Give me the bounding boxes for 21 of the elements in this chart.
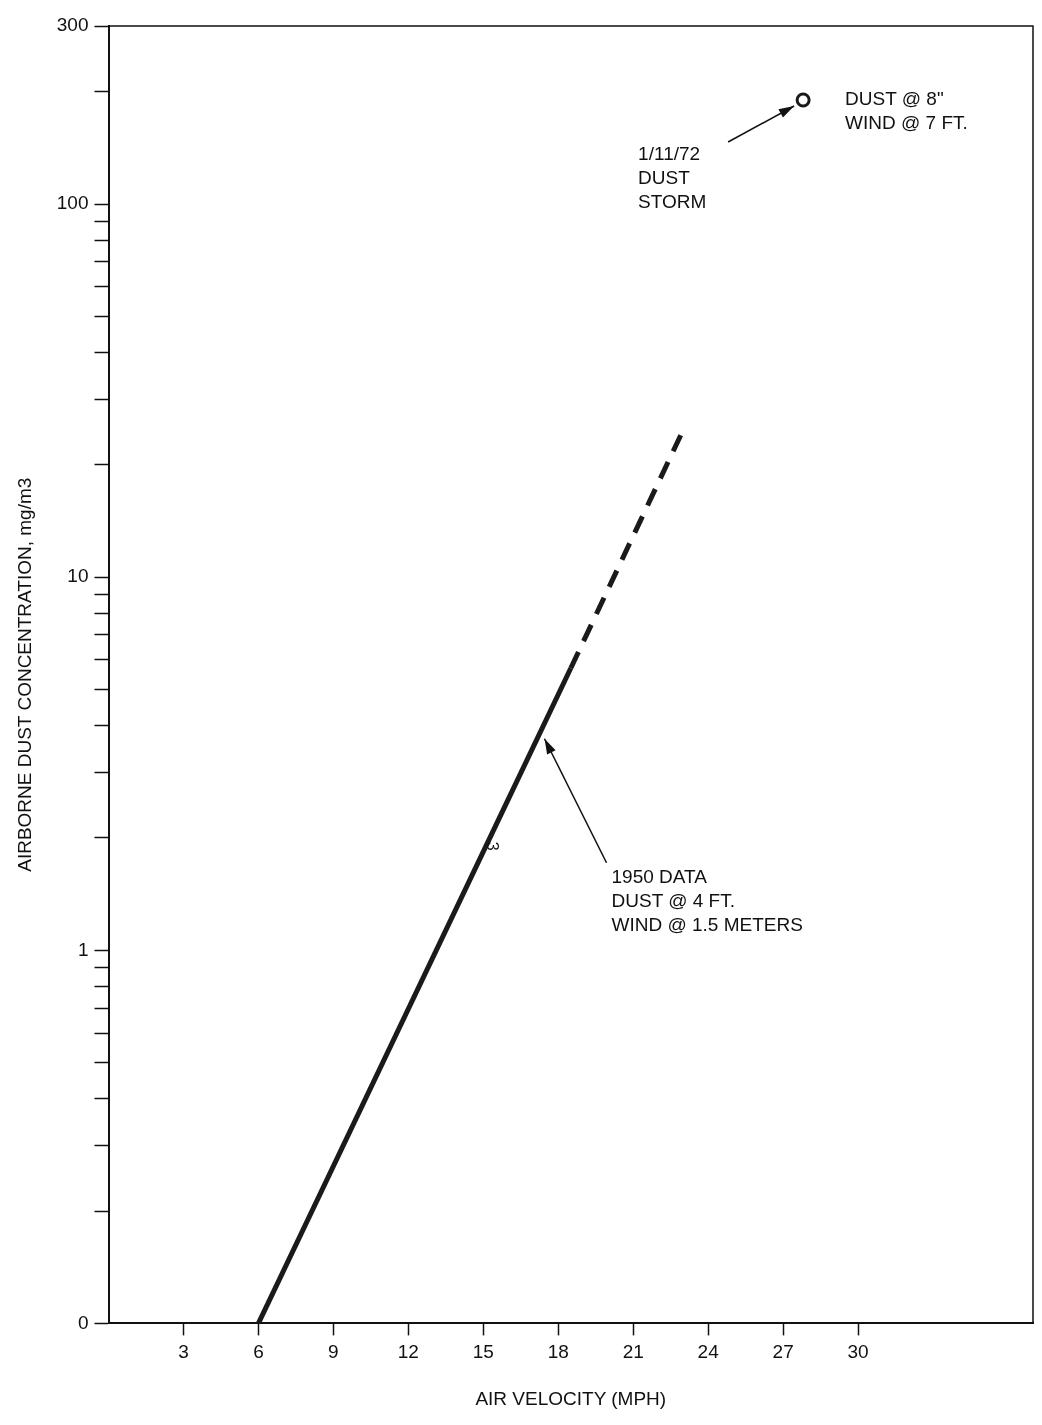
x-tick-label: 3 <box>178 1341 189 1363</box>
annotation: 3 <box>483 841 501 851</box>
x-tick-label: 27 <box>772 1341 794 1363</box>
y-tick-label: 10 <box>67 565 89 587</box>
x-tick-label: 21 <box>622 1341 644 1363</box>
x-tick-label: 9 <box>328 1341 339 1363</box>
x-tick-label: 6 <box>253 1341 264 1363</box>
x-tick-label: 15 <box>472 1341 494 1363</box>
y-tick-label: 1 <box>77 938 89 960</box>
x-axis-title: AIR VELOCITY (MPH) <box>475 1387 667 1409</box>
x-tick-label: 30 <box>847 1341 869 1363</box>
annotation: 1/11/72 DUST STORM <box>638 142 707 212</box>
annotation: DUST @ 8" WIND @ 7 FT. <box>845 87 968 133</box>
y-axis-title: AIRBORNE DUST CONCENTRATION, mg/m3 <box>13 477 35 872</box>
y-tick-label: 0 <box>77 1311 89 1333</box>
y-tick-label: 100 <box>56 192 89 214</box>
annotation: 1950 DATA DUST @ 4 FT. WIND @ 1.5 METERS <box>611 866 803 936</box>
x-tick-label: 24 <box>697 1341 720 1363</box>
y-tick-label: 300 <box>56 14 89 36</box>
x-tick-label: 18 <box>547 1341 569 1363</box>
x-tick-label: 12 <box>397 1341 419 1363</box>
